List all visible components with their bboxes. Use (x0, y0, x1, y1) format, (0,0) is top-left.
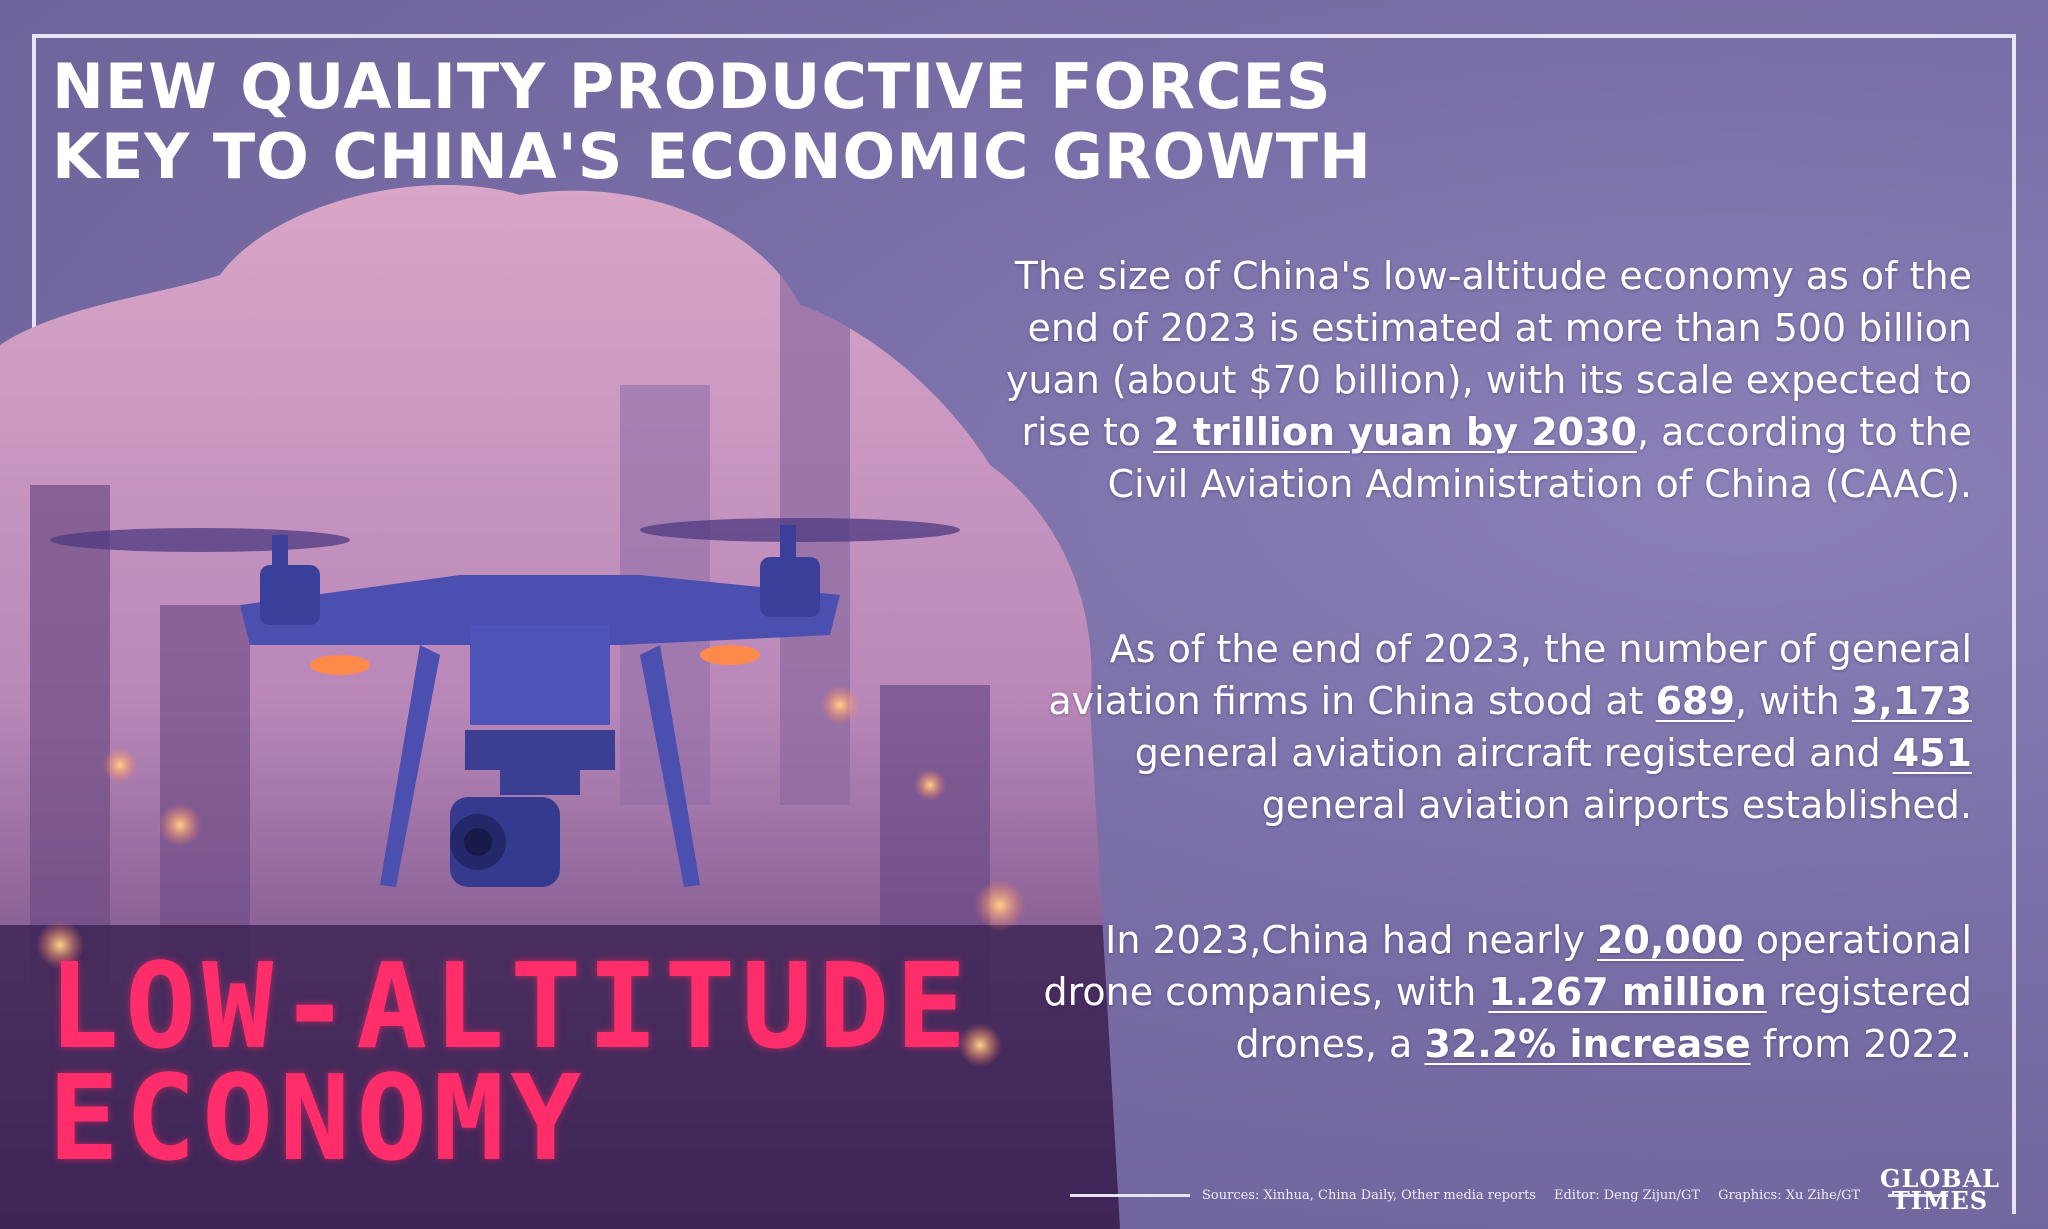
editor-text: Editor: Deng Zijun/GT (1553, 1187, 1701, 1203)
p2-text-d: general aviation airports established. (1261, 783, 1972, 827)
footer-divider-right (1888, 1193, 1949, 1197)
paragraph-market-size: The size of China's low-altitude economy… (992, 250, 1972, 510)
p3-highlight-increase: 32.2% increase (1424, 1022, 1751, 1066)
p1-highlight-2-trillion: 2 trillion yuan by 2030 (1153, 410, 1637, 454)
p3-text-a: In 2023,China had nearly (1105, 918, 1597, 962)
p2-text-a: As of the end of 2023, the number of gen… (1048, 627, 1972, 723)
page-title: NEW QUALITY PRODUCTIVE FORCES KEY TO CHI… (52, 52, 1372, 192)
logo-line-1: GLOBAL (1880, 1164, 2001, 1193)
p3-highlight-drones: 1.267 million (1488, 970, 1767, 1014)
logo-line-2: TIMES (1891, 1186, 1989, 1215)
sources-text: Sources: Xinhua, China Daily, Other medi… (1202, 1187, 1536, 1203)
p2-highlight-airports: 451 (1892, 731, 1972, 775)
p3-text-b: operational drone companies, with (1043, 918, 1972, 1014)
drone-city-photo (0, 185, 1120, 1229)
label-line-1: LOW-ALTITUDE (48, 937, 973, 1075)
credits-footer: Sources: Xinhua, China Daily, Other medi… (1070, 1180, 2000, 1210)
p1-text-b: , according to the Civil Aviation Admini… (1107, 410, 1972, 506)
paragraph-general-aviation: As of the end of 2023, the number of gen… (992, 623, 1972, 831)
drone-icon (50, 518, 960, 887)
graphics-text: Graphics: Xu Zihe/GT (1718, 1187, 1861, 1203)
p2-text-b: , with (1734, 679, 1852, 723)
global-times-logo: GLOBAL TIMES (1880, 1164, 2001, 1215)
drone-illustration (0, 185, 1120, 1229)
title-line-1: NEW QUALITY PRODUCTIVE FORCES (52, 50, 1332, 123)
p2-highlight-firms: 689 (1655, 679, 1735, 723)
p2-highlight-aircraft: 3,173 (1851, 679, 1972, 723)
p1-text-a: The size of China's low-altitude economy… (1005, 254, 1972, 454)
p3-highlight-companies: 20,000 (1596, 918, 1744, 962)
title-line-2: KEY TO CHINA'S ECONOMIC GROWTH (52, 120, 1372, 193)
label-line-2: ECONOMY (48, 1049, 588, 1187)
low-altitude-economy-label: LOW-ALTITUDE ECONOMY (48, 937, 973, 1187)
footer-divider-left (1070, 1193, 1190, 1197)
p3-text-c: registered drones, a (1235, 970, 1972, 1066)
p3-text-d: from 2022. (1750, 1022, 1972, 1066)
p2-text-c: general aviation aircraft registered and (1134, 731, 1893, 775)
paragraph-drones: In 2023,China had nearly 20,000 operatio… (992, 914, 1972, 1070)
